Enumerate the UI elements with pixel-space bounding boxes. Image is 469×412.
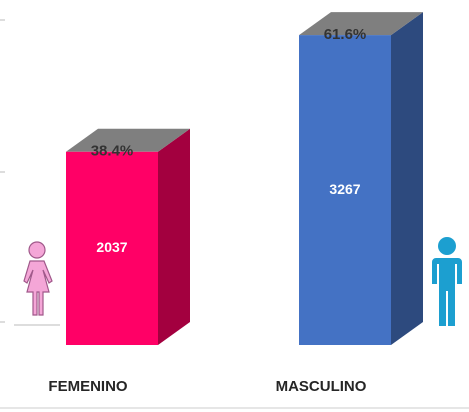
value-label: 2037	[96, 239, 127, 255]
x-tick-label: FEMENINO	[48, 378, 128, 395]
bar-side	[158, 128, 190, 345]
bar-top	[66, 128, 190, 152]
bar	[299, 35, 391, 345]
percent-label: 38.4%	[91, 143, 134, 160]
x-tick-label: MASCULINO	[276, 378, 367, 395]
male-icon	[432, 237, 462, 326]
axis-ticks	[0, 19, 60, 326]
percent-label: 61.6%	[324, 26, 367, 43]
value-label: 3267	[329, 181, 360, 197]
female-icon	[23, 241, 53, 316]
bar-side	[391, 12, 423, 345]
bar-top	[299, 12, 423, 36]
bar	[66, 151, 158, 345]
